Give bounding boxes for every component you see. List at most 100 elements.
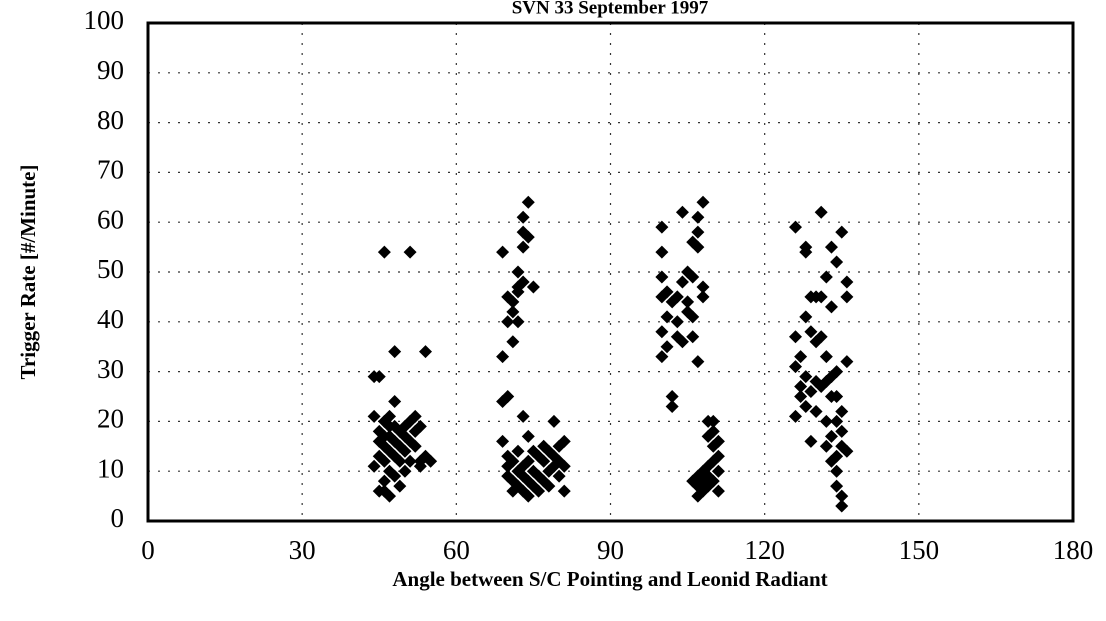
x-tick-label: 0 [141, 535, 155, 565]
point [372, 484, 386, 498]
point [511, 315, 525, 329]
point [377, 429, 391, 443]
point [413, 459, 427, 473]
point [835, 424, 849, 438]
point [840, 290, 854, 304]
point [686, 310, 700, 324]
point [840, 355, 854, 369]
point [835, 404, 849, 418]
point [670, 290, 684, 304]
x-tick-label: 120 [744, 535, 785, 565]
point [670, 315, 684, 329]
point [552, 469, 566, 483]
point [830, 390, 844, 403]
point [701, 429, 715, 443]
point [521, 454, 535, 468]
x-tick-label: 30 [289, 535, 316, 565]
point [506, 335, 520, 349]
y-tick-label: 20 [97, 404, 124, 434]
plot-frame [146, 21, 1075, 523]
point [794, 390, 808, 403]
point [706, 474, 720, 488]
x-tick-label: 150 [899, 535, 940, 565]
point [809, 404, 823, 418]
y-tick-label: 70 [97, 155, 124, 185]
point [804, 325, 818, 339]
point [789, 360, 802, 374]
point [814, 205, 828, 219]
point [496, 434, 510, 448]
point [789, 330, 802, 344]
point [799, 240, 813, 254]
point [835, 499, 849, 513]
point [377, 245, 391, 259]
y-axis-label: Trigger Rate [#/Minute] [16, 165, 40, 380]
x-axis-label: Angle between S/C Pointing and Leonid Ra… [392, 567, 827, 591]
point [408, 439, 422, 453]
point [419, 345, 432, 359]
point [819, 350, 833, 364]
point [557, 484, 571, 498]
point [398, 444, 412, 458]
point [516, 240, 530, 254]
point [388, 345, 402, 359]
y-tick-label: 80 [97, 105, 124, 135]
point [660, 285, 674, 299]
y-tick-label: 60 [97, 204, 124, 234]
point [696, 195, 710, 209]
point [804, 385, 818, 399]
point [696, 290, 710, 304]
point [403, 245, 417, 259]
y-tick-label: 90 [97, 55, 124, 85]
point [814, 330, 828, 344]
point [686, 330, 700, 344]
point [516, 409, 530, 423]
point [830, 414, 844, 428]
point [789, 409, 802, 423]
point [819, 414, 833, 428]
point [691, 240, 705, 254]
point [830, 479, 844, 493]
point [655, 325, 669, 339]
x-tick-label: 90 [597, 535, 624, 565]
point [830, 449, 844, 463]
point [367, 409, 381, 423]
point [711, 484, 725, 498]
point [824, 429, 838, 443]
y-tick-label: 30 [97, 354, 124, 384]
point [521, 429, 535, 443]
point [706, 414, 720, 428]
point [655, 220, 669, 234]
point [711, 449, 725, 463]
point [711, 434, 725, 448]
point [408, 409, 422, 423]
y-tick-label: 10 [97, 453, 124, 483]
x-tick-label: 180 [1053, 535, 1094, 565]
point [557, 459, 571, 473]
point [537, 454, 551, 468]
point [413, 419, 427, 433]
point [521, 195, 535, 209]
point [830, 255, 844, 269]
point [696, 280, 710, 294]
point [824, 240, 838, 254]
point [681, 295, 695, 309]
point [377, 474, 391, 488]
y-tick-label: 40 [97, 304, 124, 334]
point [388, 469, 402, 483]
point [521, 230, 535, 244]
point [506, 295, 520, 309]
point [675, 335, 689, 349]
point [830, 464, 844, 478]
point [542, 479, 556, 493]
point [814, 290, 828, 304]
point [675, 205, 689, 219]
y-tick-label: 50 [97, 254, 124, 284]
point [424, 454, 438, 468]
point [393, 454, 407, 468]
point [691, 355, 705, 369]
point [675, 275, 689, 289]
point [655, 270, 669, 284]
point [665, 390, 679, 403]
point [516, 210, 530, 224]
